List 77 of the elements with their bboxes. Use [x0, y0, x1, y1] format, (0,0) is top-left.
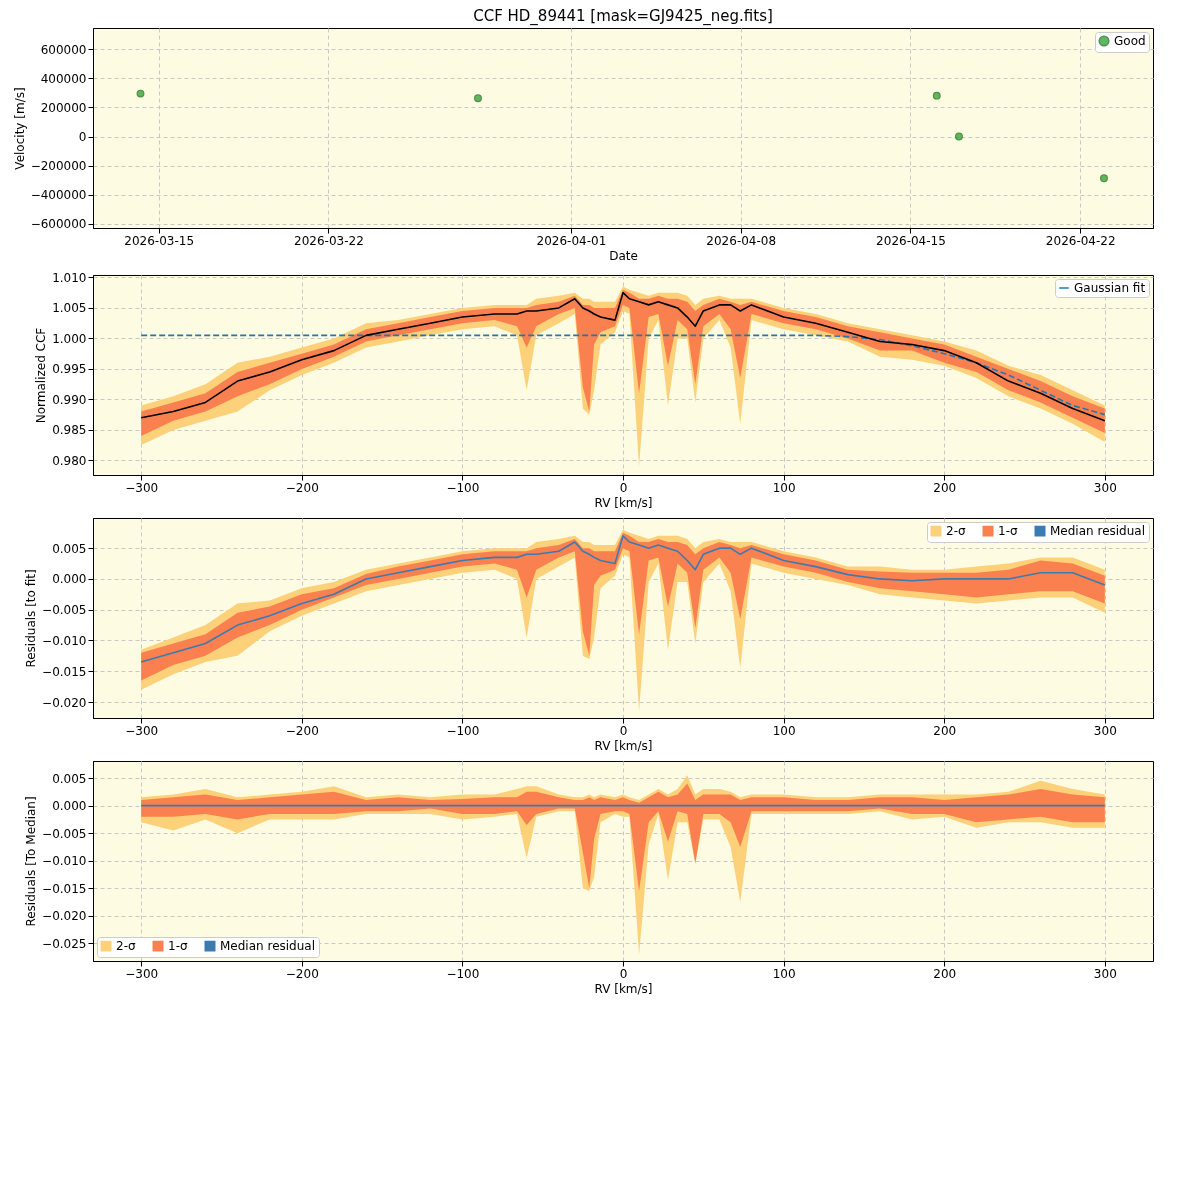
point — [136, 89, 145, 98]
chart-title: CCF HD_89441 [mask=GJ9425_neg.fits] — [473, 7, 773, 26]
legend-label: 1-σ — [168, 939, 188, 954]
x-tick-label: −300 — [125, 723, 159, 738]
point — [955, 132, 963, 141]
y-tick-label: −0.020 — [42, 909, 87, 924]
y-axis-title: Residuals [To Median] — [24, 796, 39, 927]
y-tick-label: 1.000 — [52, 331, 87, 346]
x-tick-label: 2026-04-15 — [876, 233, 946, 248]
y-tick-label: 0 — [78, 130, 87, 145]
y-tick-label: 600000 — [40, 42, 87, 57]
x-tick-label: 2026-03-22 — [294, 233, 364, 248]
x-tick-label: −100 — [446, 480, 480, 495]
x-axis-title: RV [km/s] — [594, 738, 653, 753]
y-tick-label: 1.005 — [52, 301, 87, 316]
y-axis-title: Residuals [to fit] — [24, 569, 39, 668]
y-tick-label: −0.005 — [42, 603, 87, 618]
x-tick-label: −300 — [125, 480, 159, 495]
x-tick-label: 300 — [1093, 480, 1117, 495]
y-tick-label: −0.010 — [42, 854, 87, 869]
y-tick-label: 1.010 — [52, 270, 87, 285]
x-tick-label: −200 — [285, 966, 319, 981]
x-tick-label: 200 — [933, 966, 957, 981]
x-tick-label: 100 — [772, 966, 796, 981]
x-tick-label: 0 — [619, 723, 628, 738]
y-tick-label: −200000 — [30, 159, 87, 174]
y-tick-label: 200000 — [40, 100, 87, 115]
y-axis-title: Normalized CCF — [34, 327, 49, 424]
legend-label: Good — [1114, 34, 1146, 48]
y-tick-label: 0.005 — [52, 541, 87, 556]
legend-label: 2-σ — [946, 524, 966, 539]
x-tick-label: 0 — [619, 966, 628, 981]
x-tick-label: −100 — [446, 723, 480, 738]
line-series — [140, 334, 1106, 416]
y-tick-label: −0.005 — [42, 826, 87, 841]
y-tick-label: 400000 — [40, 71, 87, 86]
legend-label: 1-σ — [998, 524, 1018, 539]
y-tick-label: 0.000 — [52, 572, 87, 587]
y-tick-label: −0.015 — [42, 881, 87, 896]
y-tick-label: 0.985 — [52, 423, 87, 438]
y-tick-label: −0.010 — [42, 633, 87, 648]
legend-label: Median residual — [220, 939, 316, 954]
point — [474, 94, 482, 103]
x-tick-label: 300 — [1093, 723, 1117, 738]
x-tick-label: 200 — [933, 723, 957, 738]
x-axis-title: RV [km/s] — [594, 495, 653, 510]
legend-label: Gaussian fit — [1074, 281, 1146, 295]
x-tick-label: 100 — [772, 723, 796, 738]
y-tick-label: −400000 — [30, 188, 87, 203]
legend-label: Median residual — [1050, 524, 1146, 539]
y-tick-label: −0.020 — [42, 695, 87, 710]
y-tick-label: 0.990 — [52, 392, 87, 407]
y-axis-title: Velocity [m/s] — [12, 87, 27, 170]
x-tick-label: 2026-04-08 — [706, 233, 777, 248]
x-tick-label: −100 — [446, 966, 480, 981]
y-tick-label: 0.995 — [52, 362, 87, 377]
x-tick-label: 200 — [933, 480, 957, 495]
x-tick-label: 2026-04-01 — [536, 233, 607, 248]
y-tick-label: −600000 — [30, 217, 87, 232]
point — [1100, 174, 1108, 183]
y-tick-label: 0.980 — [52, 453, 87, 468]
x-tick-label: 100 — [772, 480, 796, 495]
x-axis-title: Date — [609, 248, 638, 263]
x-axis-title: RV [km/s] — [594, 981, 653, 996]
x-tick-label: 0 — [619, 480, 628, 495]
y-tick-label: 0.000 — [52, 799, 87, 814]
x-tick-label: 300 — [1093, 966, 1117, 981]
x-tick-label: 2026-03-15 — [124, 233, 195, 248]
x-tick-label: 2026-04-22 — [1045, 233, 1116, 248]
y-tick-label: 0.005 — [52, 771, 87, 786]
x-tick-label: −200 — [285, 480, 319, 495]
y-tick-label: −0.015 — [42, 664, 87, 679]
x-tick-label: −300 — [125, 966, 159, 981]
legend-label: 2-σ — [116, 939, 136, 954]
x-tick-label: −200 — [285, 723, 319, 738]
y-tick-label: −0.025 — [42, 936, 87, 951]
point — [932, 91, 941, 100]
